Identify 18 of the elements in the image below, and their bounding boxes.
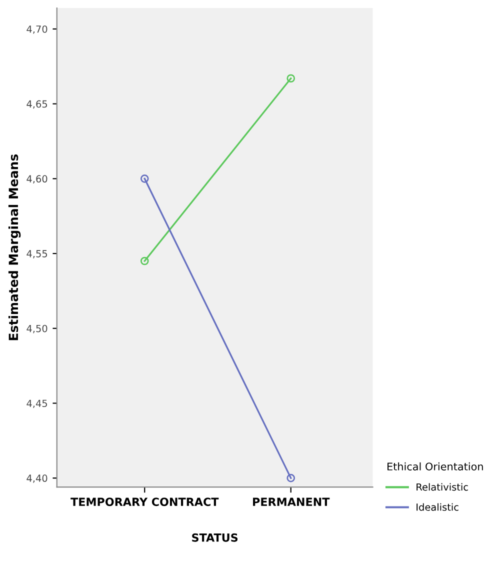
x-tick-label: TEMPORARY CONTRACT [70, 498, 219, 506]
x-tick-label: PERMANENT [253, 498, 330, 506]
point [140, 256, 149, 266]
y-tick-label: 4,55 [26, 250, 48, 258]
y-tick-label: 4,60 [26, 175, 48, 184]
y-tick-label: 4,45 [26, 400, 48, 408]
y-axis-title: Estimated Marginal Means [8, 154, 21, 340]
legend-label: Relativistic [416, 483, 468, 491]
point [286, 474, 296, 482]
x-axis-title: STATUS [192, 533, 238, 542]
legend-label: Idealistic [416, 503, 458, 511]
y-tick-label: 4,40 [26, 474, 48, 483]
point [140, 174, 149, 183]
y-tick-label: 4,50 [26, 324, 48, 334]
legend-title: Ethical Orientation [388, 462, 483, 470]
y-tick-label: 4,70 [26, 25, 48, 34]
point [286, 74, 296, 83]
y-tick-label: 4,65 [26, 100, 48, 109]
